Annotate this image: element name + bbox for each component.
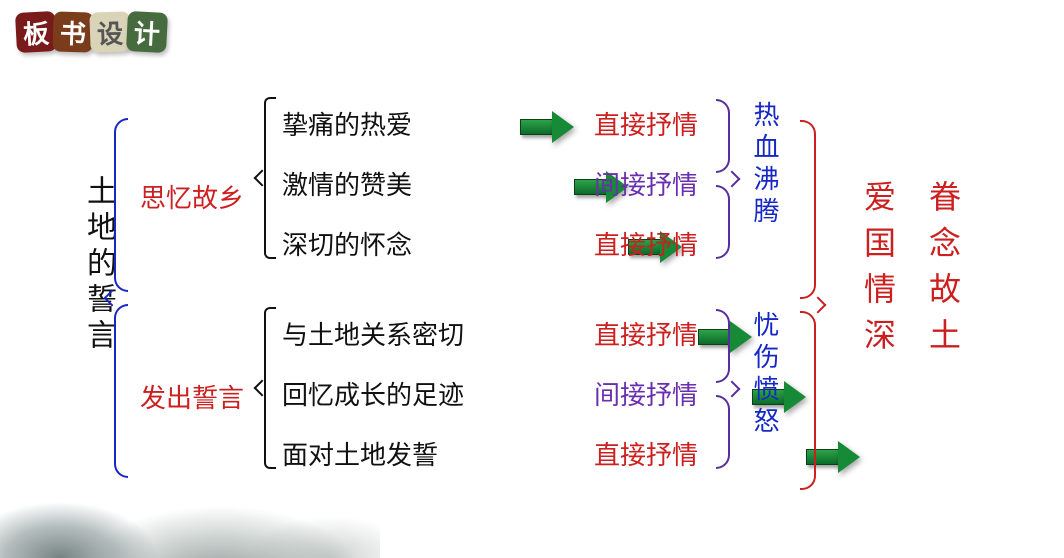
item-text: 面对土地发誓	[282, 435, 438, 472]
brace-summary	[716, 99, 730, 173]
brace-summary	[716, 185, 730, 259]
arrow-icon	[520, 103, 574, 140]
item-text: 挚痛的热爱	[282, 105, 412, 142]
item-text: 回忆成长的足迹	[282, 375, 464, 412]
item-text: 深切的怀念	[282, 225, 412, 262]
emotion-label: 直接抒情	[594, 435, 698, 472]
brace-final	[800, 120, 816, 299]
section-label: 思忆故乡	[140, 178, 244, 215]
title-char: 计	[126, 11, 168, 53]
emotion-label: 直接抒情	[594, 225, 698, 262]
item-text: 与土地关系密切	[282, 315, 464, 352]
brace-summary-nub	[724, 171, 741, 188]
emotion-label: 间接抒情	[594, 165, 698, 202]
item-text: 激情的赞美	[282, 165, 412, 202]
title-char: 板	[15, 11, 57, 53]
brace-summary	[716, 309, 730, 383]
brace-final-nub	[810, 297, 827, 314]
section-summary: 忧伤愤怒	[746, 311, 783, 439]
emotion-label: 间接抒情	[594, 375, 698, 412]
title-char: 设	[89, 11, 130, 52]
brace-root	[114, 304, 128, 478]
title-badge: 板 书 设 计	[16, 12, 164, 52]
brace-final	[800, 311, 816, 490]
brace-root	[114, 118, 128, 292]
final-label-1: 眷念故土	[920, 180, 966, 364]
final-label-0: 爱国情深	[855, 180, 901, 364]
section-label: 发出誓言	[140, 378, 244, 415]
section-summary: 热血沸腾	[746, 101, 783, 229]
brace-summary-nub	[724, 381, 741, 398]
title-char: 书	[52, 11, 93, 52]
emotion-label: 直接抒情	[594, 105, 698, 142]
emotion-label: 直接抒情	[594, 315, 698, 352]
brace-summary	[716, 395, 730, 469]
